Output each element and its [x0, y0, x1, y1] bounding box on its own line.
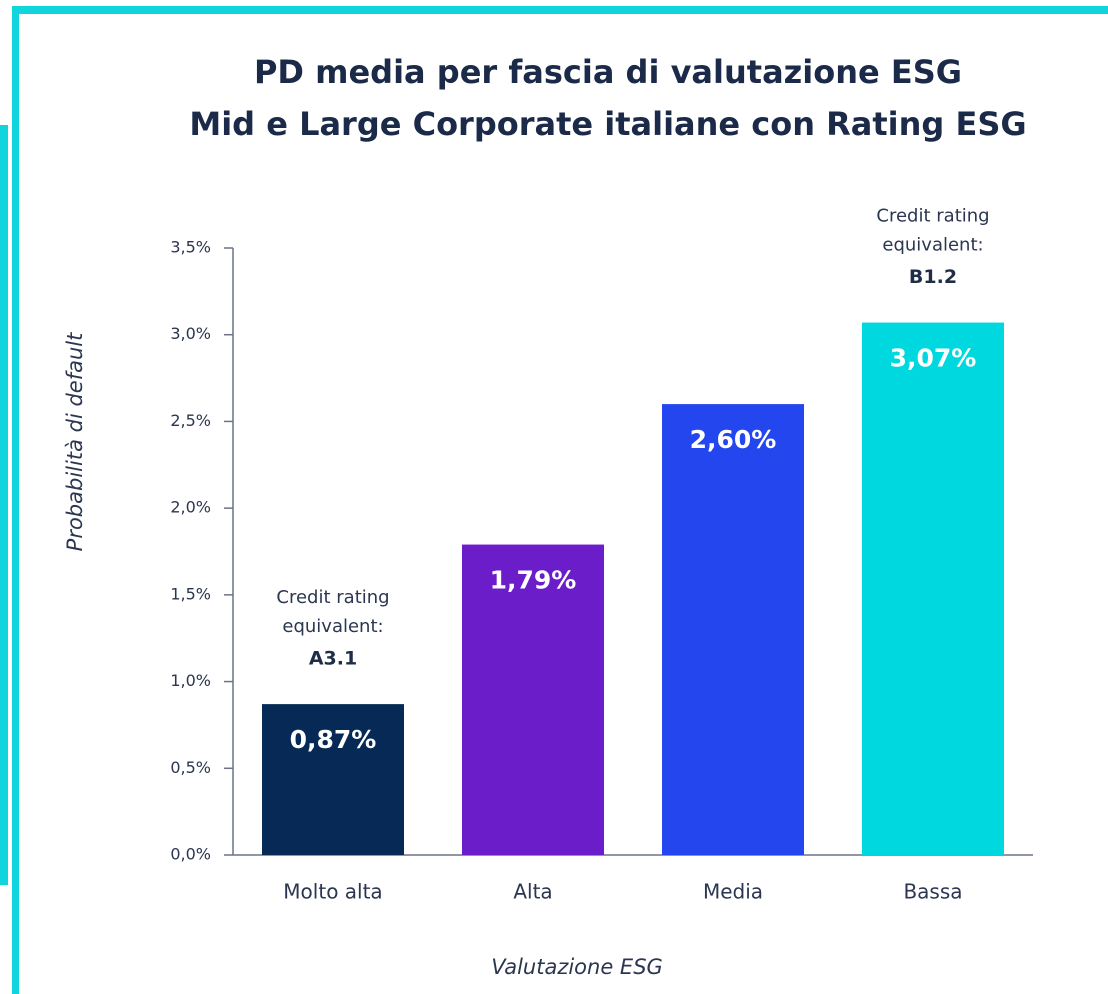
x-axis-label: Valutazione ESG	[491, 955, 663, 979]
x-tick-label: Bassa	[903, 880, 962, 904]
y-tick-label: 0,0%	[170, 845, 211, 864]
y-tick-label: 3,0%	[170, 324, 211, 343]
frame-side	[0, 125, 8, 885]
chart-title: PD media per fascia di valutazione ESG	[254, 53, 962, 91]
y-tick-label: 1,0%	[170, 671, 211, 690]
value-label: 3,07%	[890, 344, 977, 373]
y-axis-label: Probabilità di default	[63, 332, 87, 551]
y-tick-label: 1,5%	[170, 584, 211, 603]
y-tick-label: 2,0%	[170, 498, 211, 517]
x-tick-label: Media	[703, 880, 763, 904]
y-tick-label: 3,5%	[170, 238, 211, 257]
annotation: Credit rating	[276, 587, 389, 608]
value-label: 0,87%	[290, 725, 377, 754]
chart-subtitle: Mid e Large Corporate italiane con Ratin…	[189, 105, 1026, 143]
frame-left	[12, 6, 19, 994]
y-tick-label: 0,5%	[170, 758, 211, 777]
bar	[662, 404, 804, 855]
bar	[262, 704, 404, 855]
value-label: 2,60%	[690, 425, 777, 454]
annotation: equivalent:	[882, 235, 983, 256]
annotation: B1.2	[909, 266, 957, 288]
bar	[462, 544, 604, 855]
value-label: 1,79%	[490, 566, 577, 595]
annotation: equivalent:	[282, 616, 383, 637]
annotation: Credit rating	[876, 206, 989, 227]
x-tick-label: Alta	[513, 880, 552, 904]
y-tick-label: 2,5%	[170, 411, 211, 430]
frame-top	[12, 6, 1108, 14]
annotation: A3.1	[309, 648, 357, 670]
bar	[862, 322, 1004, 855]
x-tick-label: Molto alta	[283, 880, 382, 904]
